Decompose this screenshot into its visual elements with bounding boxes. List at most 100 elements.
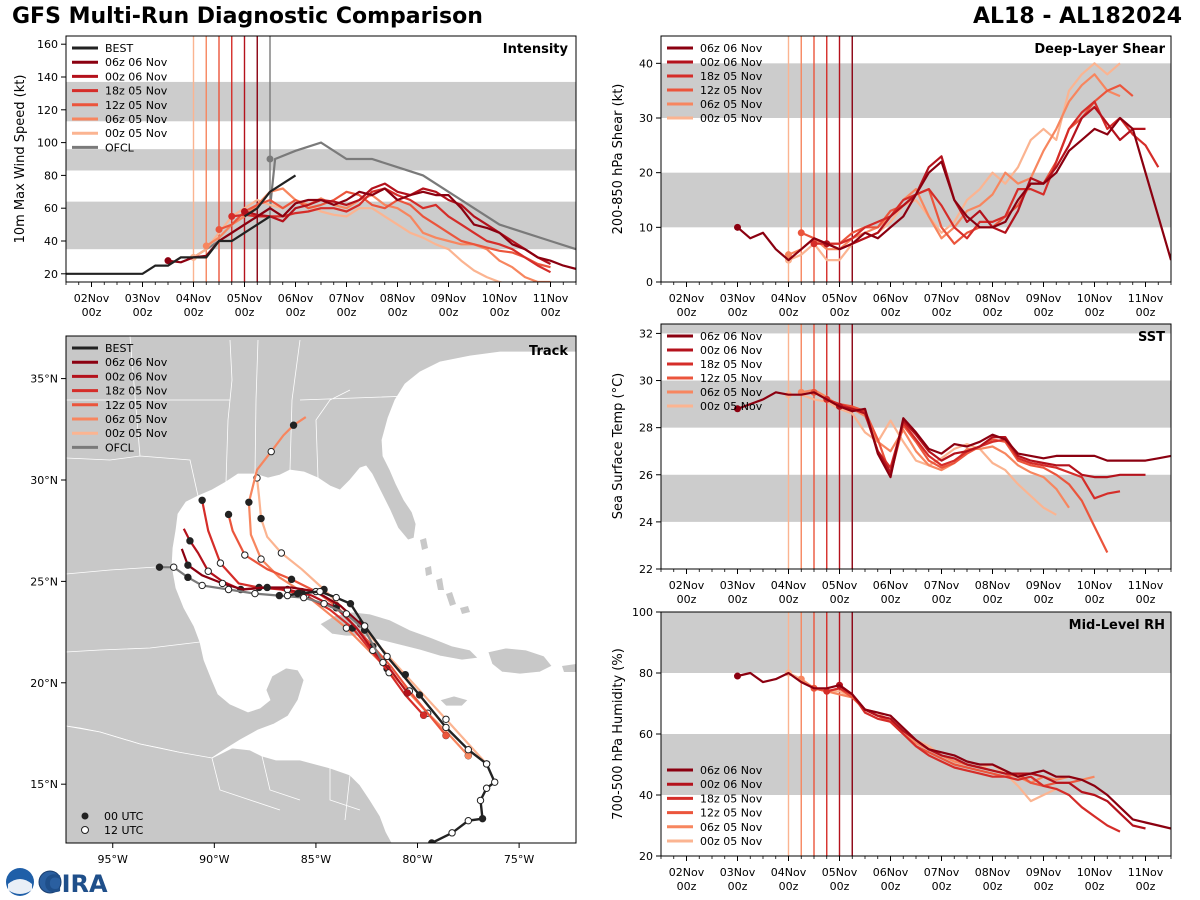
track-xtick-label-3: 80°W bbox=[402, 853, 432, 866]
rh-xtick-label-6: 08Nov bbox=[975, 866, 1011, 879]
intensity-legend-label-7: OFCL bbox=[105, 141, 135, 154]
rh-legend-label-4: 06z 05 Nov bbox=[700, 821, 763, 834]
sst-xtick-label-4: 06Nov bbox=[873, 579, 909, 592]
shear-xtick-label-2: 04Nov bbox=[771, 292, 807, 305]
shear-xtick-sublabel-3: 00z bbox=[830, 306, 850, 319]
sst-xtick-sublabel-8: 00z bbox=[1085, 593, 1105, 606]
track-series-3-point-8 bbox=[287, 575, 296, 584]
intensity-ytick-label-6: 140 bbox=[37, 71, 58, 84]
rh-xtick-sublabel-5: 00z bbox=[932, 880, 952, 893]
track-best-point-4 bbox=[476, 796, 485, 805]
track-best-point-7 bbox=[482, 760, 491, 768]
track-ofcl-point-7 bbox=[224, 585, 233, 594]
page-title: GFS Multi-Run Diagnostic Comparison bbox=[12, 4, 483, 29]
shear-ytick-label-1: 10 bbox=[639, 221, 653, 234]
intensity-ytick-label-1: 40 bbox=[44, 235, 58, 248]
sst-series-0 bbox=[737, 391, 1171, 479]
track-series-2-point-12 bbox=[198, 496, 206, 504]
sst-ylabel: Sea Surface Temp (°C) bbox=[611, 373, 626, 520]
rh-xtick-label-9: 11Nov bbox=[1128, 866, 1164, 879]
track-series-4-point-14 bbox=[267, 447, 275, 456]
intensity-xtick-label-5: 07Nov bbox=[329, 292, 365, 305]
shear-legend-label-5: 00z 05 Nov bbox=[700, 112, 763, 125]
shear-xtick-label-3: 05Nov bbox=[822, 292, 858, 305]
sst-ytick-label-0: 22 bbox=[639, 563, 653, 576]
track-ytick-label-0: 15°N bbox=[30, 778, 58, 791]
sst-xtick-sublabel-0: 00z bbox=[677, 593, 697, 606]
track-xtick-label-0: 95°W bbox=[98, 853, 128, 866]
rh-legend-label-3: 12z 05 Nov bbox=[700, 807, 763, 820]
shear-chart: 02Nov00z03Nov00z04Nov00z05Nov00z06Nov00z… bbox=[611, 35, 1172, 319]
cira-noaa-logo: CIRA bbox=[6, 868, 108, 898]
utc12-marker bbox=[81, 826, 89, 834]
intensity-series-1-start-point bbox=[241, 207, 248, 215]
intensity-series-0 bbox=[167, 187, 576, 270]
rh-xtick-sublabel-0: 00z bbox=[677, 880, 697, 893]
track-legend-label-0: BEST bbox=[105, 342, 133, 355]
intensity-series-4-start-point bbox=[202, 242, 210, 250]
sst-xtick-sublabel-1: 00z bbox=[728, 593, 748, 606]
track-series-0-point-8 bbox=[184, 561, 192, 569]
intensity-legend-label-6: 00z 05 Nov bbox=[105, 127, 168, 140]
storm-id: AL18 - AL182024 bbox=[973, 4, 1182, 29]
intensity-legend-label-3: 18z 05 Nov bbox=[105, 85, 168, 98]
rh-xtick-label-3: 05Nov bbox=[822, 866, 858, 879]
rh-xtick-label-0: 02Nov bbox=[669, 866, 705, 879]
track-series-5-point-2 bbox=[442, 715, 450, 723]
sst-ytick-label-2: 26 bbox=[639, 469, 653, 482]
shear-xtick-label-4: 06Nov bbox=[873, 292, 909, 305]
sst-xtick-label-8: 10Nov bbox=[1077, 579, 1113, 592]
sst-ytick-label-1: 24 bbox=[639, 516, 653, 529]
intensity-legend-label-1: 06z 06 Nov bbox=[105, 56, 168, 69]
rh-xtick-sublabel-3: 00z bbox=[830, 880, 850, 893]
track-series-3-start-point bbox=[442, 732, 450, 740]
track-best-point-6 bbox=[491, 778, 499, 786]
intensity-legend-label-4: 12z 05 Nov bbox=[105, 99, 168, 112]
sst-legend-label-4: 06z 05 Nov bbox=[700, 386, 763, 399]
rh-series-5 bbox=[788, 672, 1057, 803]
sst-series-0-start-point bbox=[734, 405, 741, 413]
sst-xtick-label-0: 02Nov bbox=[669, 579, 705, 592]
track-series-5-point-10 bbox=[277, 549, 286, 557]
cira-logo-text: CIRA bbox=[44, 870, 108, 898]
sst-legend-label-0: 06z 06 Nov bbox=[700, 330, 763, 343]
track-legend-label-5: 06z 05 Nov bbox=[105, 413, 168, 426]
intensity-band-2 bbox=[66, 81, 576, 122]
intensity-xtick-sublabel-4: 00z bbox=[286, 306, 306, 319]
sst-ytick-label-4: 30 bbox=[639, 375, 653, 388]
sst-xtick-sublabel-5: 00z bbox=[932, 593, 952, 606]
shear-xtick-label-9: 11Nov bbox=[1128, 292, 1164, 305]
rh-ylabel: 700-500 hPa Humidity (%) bbox=[611, 648, 626, 820]
shear-xtick-label-6: 08Nov bbox=[975, 292, 1011, 305]
sst-xtick-label-3: 05Nov bbox=[822, 579, 858, 592]
intensity-legend-label-5: 06z 05 Nov bbox=[105, 113, 168, 126]
rh-ytick-label-0: 20 bbox=[639, 850, 653, 863]
track-ofcl-point-6 bbox=[251, 589, 259, 598]
track-series-4-point-10 bbox=[257, 555, 265, 563]
track-xtick-label-4: 75°W bbox=[504, 853, 534, 866]
intensity-series-2-start-point bbox=[228, 212, 236, 220]
intensity-best-late-line bbox=[243, 174, 297, 218]
rh-ytick-label-3: 80 bbox=[639, 667, 653, 680]
track-series-4-point-12 bbox=[245, 498, 253, 506]
intensity-xtick-sublabel-3: 00z bbox=[235, 306, 255, 319]
shear-xtick-sublabel-2: 00z bbox=[779, 306, 799, 319]
rh-xtick-sublabel-4: 00z bbox=[881, 880, 901, 893]
track-best-point-5 bbox=[482, 784, 491, 792]
shear-legend-label-3: 12z 05 Nov bbox=[700, 84, 763, 97]
track-series-0-point-6 bbox=[218, 579, 227, 588]
track-best-point-2 bbox=[464, 816, 473, 825]
sst-ytick-label-3: 28 bbox=[639, 422, 653, 435]
intensity-ytick-label-0: 20 bbox=[44, 268, 58, 281]
track-ofcl-point-9 bbox=[184, 573, 192, 582]
rh-ytick-label-4: 100 bbox=[632, 606, 653, 619]
intensity-xtick-sublabel-6: 00z bbox=[388, 306, 408, 319]
sst-xtick-label-9: 11Nov bbox=[1128, 579, 1164, 592]
track-series-1-point-12 bbox=[186, 537, 194, 545]
globe-icon bbox=[38, 870, 62, 894]
track-best-point-17 bbox=[283, 591, 292, 600]
track-best-point-15 bbox=[316, 587, 324, 596]
track-series-5-point-12 bbox=[257, 514, 265, 523]
